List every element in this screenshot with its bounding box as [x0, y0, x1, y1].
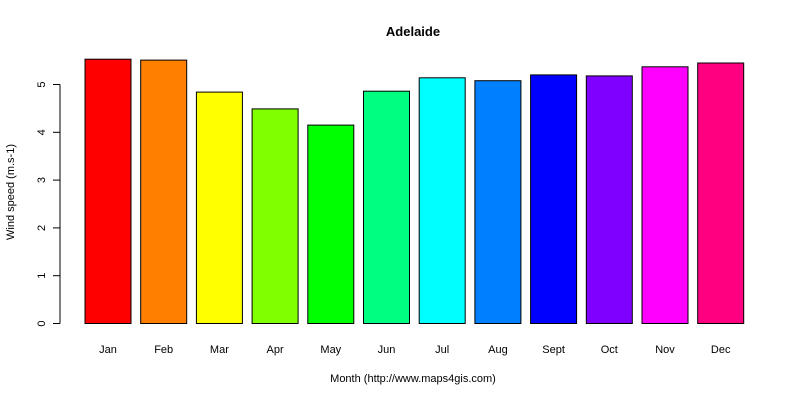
bar-jul: [418, 77, 466, 324]
bar-mar: [195, 91, 243, 324]
x-tick-label: Mar: [210, 344, 229, 356]
x-tick-labels: Jan Feb Mar Apr May Jun Jul Aug Sept Oct Nov Dec: [99, 344, 731, 356]
y-ticks: 0 1 2 3 4 5: [36, 81, 60, 327]
y-tick-label: 1: [36, 273, 48, 279]
chart-title: Adelaide: [386, 24, 440, 39]
x-tick-label: Nov: [655, 344, 675, 356]
bars: [84, 58, 745, 325]
x-tick-label: Feb: [154, 344, 173, 356]
y-tick-label: 0: [36, 320, 48, 326]
y-tick-label: 2: [36, 225, 48, 231]
bar-dec: [697, 62, 745, 324]
bar-nov: [641, 66, 689, 325]
x-tick-label: Jun: [378, 344, 396, 356]
x-tick-label: Apr: [267, 344, 284, 356]
y-axis-label: Wind speed (m.s-1): [5, 144, 17, 240]
y-tick-label: 5: [36, 81, 48, 87]
y-tick-label: 4: [36, 129, 48, 135]
y-tick-label: 3: [36, 177, 48, 183]
x-tick-label: Oct: [601, 344, 618, 356]
x-tick-label: Aug: [488, 344, 508, 356]
bar-jun: [363, 90, 410, 324]
bar-may: [307, 124, 355, 324]
bar-feb: [140, 59, 188, 324]
x-tick-label: Jul: [435, 344, 449, 356]
x-tick-label: Jan: [99, 344, 117, 356]
bar-oct: [585, 75, 633, 325]
bar-apr: [251, 108, 299, 325]
x-tick-label: Dec: [711, 344, 731, 356]
bar-aug: [474, 80, 522, 324]
bar-sept: [530, 74, 578, 325]
bar-jan: [84, 58, 132, 324]
x-axis-label: Month (http://www.maps4gis.com): [330, 373, 496, 385]
x-tick-label: Sept: [542, 344, 565, 356]
x-tick-label: May: [320, 344, 341, 356]
